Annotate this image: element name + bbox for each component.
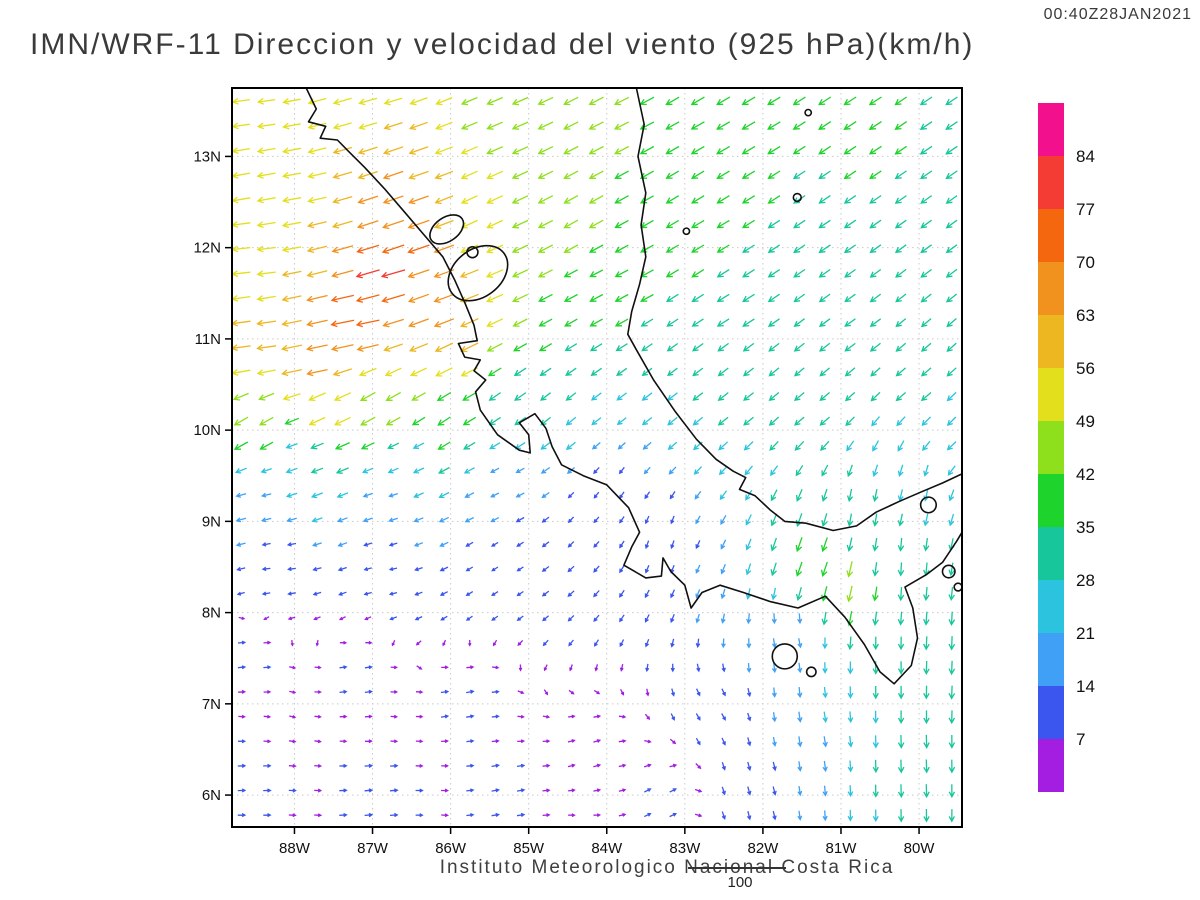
colorbar-tick-label: 56 [1076, 359, 1095, 378]
colorbar [1038, 103, 1064, 792]
colorbar-segment [1038, 527, 1064, 580]
colorbar-tick-label: 49 [1076, 412, 1095, 431]
island-outline [466, 245, 479, 259]
y-tick-label: 11N [195, 331, 221, 348]
wind-vectors-layer [232, 96, 958, 823]
colorbar-labels: 84 77 70 63 56 49 42 35 28 21 14 7 [1076, 147, 1095, 749]
x-tick-label: 81W [826, 840, 858, 857]
island-outline [953, 582, 962, 592]
colorbar-segment [1038, 156, 1064, 209]
colorbar-tick-label: 42 [1076, 465, 1095, 484]
colorbar-tick-label: 14 [1076, 677, 1095, 696]
colorbar-segment [1038, 580, 1064, 633]
colorbar-segment [1038, 686, 1064, 739]
colorbar-tick-label: 77 [1076, 200, 1095, 219]
y-tick-label: 13N [193, 148, 221, 165]
colorbar-segment [1038, 103, 1064, 156]
colorbar-segment [1038, 209, 1064, 262]
island-outline [771, 643, 799, 670]
colorbar-tick-label: 7 [1076, 730, 1085, 749]
colorbar-tick-label: 70 [1076, 253, 1095, 272]
x-tick-label: 86W [435, 840, 467, 857]
colorbar-tick-label: 28 [1076, 571, 1095, 590]
lake-outline [429, 214, 465, 245]
colorbar-tick-label: 35 [1076, 518, 1095, 537]
x-tick-label: 80W [904, 840, 936, 857]
x-tick-label: 87W [357, 840, 389, 857]
reference-vector-label: 100 [727, 874, 753, 891]
island-outline [804, 108, 813, 117]
island-outline [919, 496, 938, 514]
x-tick-label: 85W [513, 840, 545, 857]
y-tick-label: 7N [202, 696, 221, 713]
colorbar-segment [1038, 474, 1064, 527]
colorbar-segment [1038, 315, 1064, 368]
x-tick-label: 88W [279, 840, 311, 857]
caribbean-coastline [627, 88, 962, 532]
island-outline [682, 227, 691, 236]
colorbar-tick-label: 63 [1076, 306, 1095, 325]
colorbar-segment [1038, 633, 1064, 686]
island-outline [792, 192, 802, 203]
colorbar-segment [1038, 739, 1064, 792]
colorbar-segment [1038, 262, 1064, 315]
coastline [305, 88, 962, 685]
axis-labels: 13N 12N 11N 10N 9N 8N 7N 6N 88W 87W 86W 85W 84W 83W 82… [193, 148, 935, 857]
colorbar-tick-label: 21 [1076, 624, 1095, 643]
graticule [232, 88, 962, 827]
y-tick-label: 6N [202, 787, 221, 804]
y-tick-label: 12N [193, 240, 221, 257]
island-outline [941, 564, 956, 579]
axes [225, 155, 920, 834]
reference-vector-line [688, 867, 786, 869]
y-tick-label: 8N [202, 605, 221, 622]
plot-frame [231, 87, 963, 828]
y-tick-label: 9N [202, 513, 221, 530]
chart-title: IMN/WRF-11 Direccion y velocidad del vie… [30, 28, 975, 61]
colorbar-tick-label: 84 [1076, 147, 1095, 166]
colorbar-segment [1038, 368, 1064, 421]
y-tick-label: 10N [193, 422, 221, 439]
island-outline [805, 666, 817, 678]
x-tick-label: 82W [747, 840, 779, 857]
x-tick-label: 83W [669, 840, 701, 857]
lake-outline [447, 244, 509, 302]
x-tick-label: 84W [591, 840, 623, 857]
valid-timestamp: 00:40Z28JAN2021 [1043, 6, 1192, 23]
pacific-coastline [305, 88, 962, 685]
institute-credit: Instituto Meteorologico Nacional Costa R… [439, 857, 895, 878]
colorbar-segment [1038, 421, 1064, 474]
